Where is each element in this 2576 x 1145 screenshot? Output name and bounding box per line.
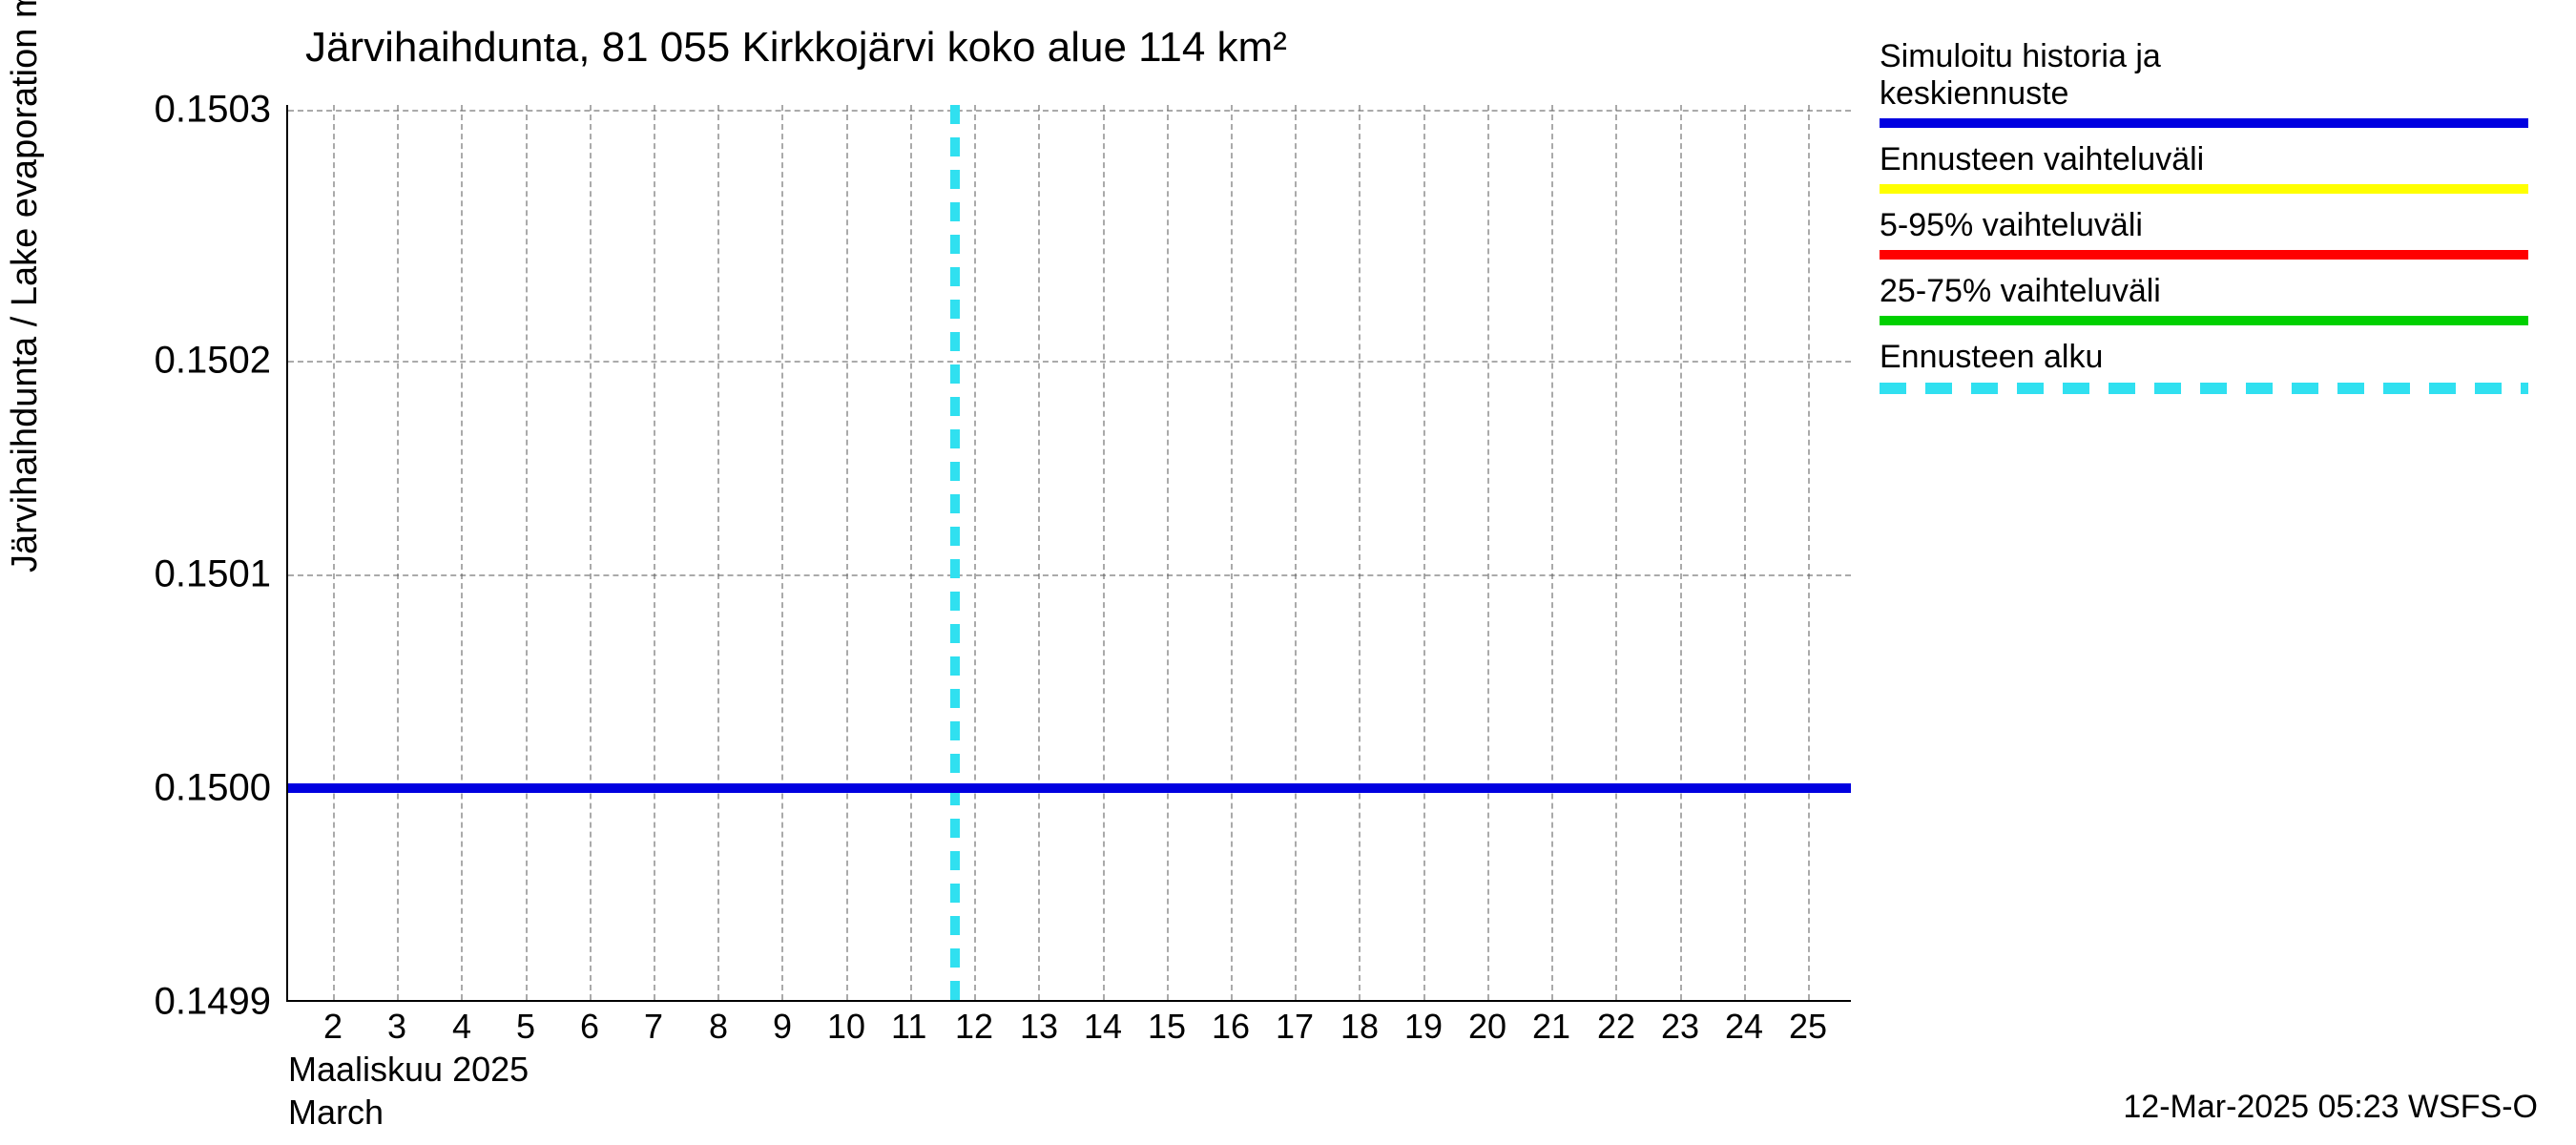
gridline-vertical bbox=[1680, 105, 1682, 1000]
gridline-vertical bbox=[526, 105, 528, 1000]
legend-item-spread-5-95: 5-95% vaihteluväli bbox=[1880, 207, 2528, 260]
series-simulated-mean bbox=[288, 783, 1851, 793]
x-tick-label: 20 bbox=[1468, 1007, 1506, 1047]
gridline-vertical bbox=[397, 105, 399, 1000]
gridline-vertical bbox=[1423, 105, 1425, 1000]
gridline-vertical bbox=[1167, 105, 1169, 1000]
legend-swatch bbox=[1880, 184, 2528, 194]
forecast-start-line bbox=[950, 105, 960, 1000]
gridline-vertical bbox=[717, 105, 719, 1000]
x-tick-label: 18 bbox=[1340, 1007, 1379, 1047]
x-tick-label: 4 bbox=[452, 1007, 471, 1047]
y-tick-label: 0.1501 bbox=[99, 553, 271, 596]
x-tick-label: 16 bbox=[1212, 1007, 1250, 1047]
legend-label: Simuloitu historia ja keskiennuste bbox=[1880, 38, 2528, 113]
footer-timestamp: 12-Mar-2025 05:23 WSFS-O bbox=[2123, 1089, 2538, 1126]
gridline-vertical bbox=[1359, 105, 1361, 1000]
legend-swatch bbox=[1880, 118, 2528, 128]
legend-item-spread-25-75: 25-75% vaihteluväli bbox=[1880, 273, 2528, 325]
legend-label: Ennusteen alku bbox=[1880, 339, 2528, 376]
x-tick-label: 5 bbox=[516, 1007, 535, 1047]
x-tick-label: 21 bbox=[1532, 1007, 1570, 1047]
x-axis-sublabel-month-en: March bbox=[288, 1093, 384, 1133]
x-tick-label: 10 bbox=[827, 1007, 865, 1047]
legend: Simuloitu historia ja keskiennuste Ennus… bbox=[1880, 38, 2528, 407]
x-tick-label: 6 bbox=[580, 1007, 599, 1047]
y-tick-label: 0.1503 bbox=[99, 89, 271, 132]
gridline-vertical bbox=[461, 105, 463, 1000]
legend-label: 25-75% vaihteluväli bbox=[1880, 273, 2528, 310]
x-tick-label: 14 bbox=[1084, 1007, 1122, 1047]
gridline-vertical bbox=[974, 105, 976, 1000]
x-tick-label: 25 bbox=[1789, 1007, 1827, 1047]
x-tick-label: 24 bbox=[1725, 1007, 1763, 1047]
gridline-vertical bbox=[333, 105, 335, 1000]
gridline-vertical bbox=[590, 105, 592, 1000]
y-axis-label: Järvihaihdunta / Lake evaporation mm/d bbox=[5, 0, 46, 572]
x-tick-label: 19 bbox=[1404, 1007, 1443, 1047]
legend-label: 5-95% vaihteluväli bbox=[1880, 207, 2528, 244]
x-tick-label: 11 bbox=[891, 1007, 926, 1047]
y-tick-label: 0.1500 bbox=[99, 767, 271, 810]
chart-title: Järvihaihdunta, 81 055 Kirkkojärvi koko … bbox=[305, 24, 1287, 72]
legend-swatch bbox=[1880, 316, 2528, 325]
gridline-vertical bbox=[781, 105, 783, 1000]
gridline-vertical bbox=[1231, 105, 1233, 1000]
plot-area bbox=[286, 105, 1851, 1002]
gridline-vertical bbox=[846, 105, 848, 1000]
legend-swatch bbox=[1880, 383, 2528, 394]
legend-item-spread-full: Ennusteen vaihteluväli bbox=[1880, 141, 2528, 194]
legend-label: Ennusteen vaihteluväli bbox=[1880, 141, 2528, 178]
gridline-vertical bbox=[1615, 105, 1617, 1000]
x-tick-label: 8 bbox=[709, 1007, 728, 1047]
x-tick-label: 2 bbox=[323, 1007, 343, 1047]
gridline-vertical bbox=[1295, 105, 1297, 1000]
x-tick-label: 22 bbox=[1597, 1007, 1635, 1047]
x-tick-label: 12 bbox=[955, 1007, 993, 1047]
chart-root: Järvihaihdunta, 81 055 Kirkkojärvi koko … bbox=[0, 0, 2576, 1145]
gridline-vertical bbox=[654, 105, 655, 1000]
legend-label-line: keskiennuste bbox=[1880, 75, 2068, 112]
y-tick-label: 0.1499 bbox=[99, 981, 271, 1024]
y-tick-label: 0.1502 bbox=[99, 340, 271, 383]
x-tick-label: 15 bbox=[1148, 1007, 1186, 1047]
gridline-vertical bbox=[1103, 105, 1105, 1000]
gridline-vertical bbox=[1487, 105, 1489, 1000]
gridline-vertical bbox=[1808, 105, 1810, 1000]
x-tick-label: 9 bbox=[773, 1007, 792, 1047]
x-tick-label: 3 bbox=[387, 1007, 406, 1047]
x-axis-sublabel-month-year: Maaliskuu 2025 bbox=[288, 1050, 529, 1090]
legend-label-line: Simuloitu historia ja bbox=[1880, 38, 2161, 74]
gridline-vertical bbox=[1038, 105, 1040, 1000]
legend-item-simulated-mean: Simuloitu historia ja keskiennuste bbox=[1880, 38, 2528, 128]
gridline-vertical bbox=[910, 105, 912, 1000]
x-tick-label: 23 bbox=[1661, 1007, 1699, 1047]
gridline-vertical bbox=[1551, 105, 1553, 1000]
gridline-vertical bbox=[1744, 105, 1746, 1000]
x-tick-label: 13 bbox=[1020, 1007, 1058, 1047]
x-tick-label: 17 bbox=[1276, 1007, 1314, 1047]
x-tick-label: 7 bbox=[644, 1007, 663, 1047]
legend-item-forecast-start: Ennusteen alku bbox=[1880, 339, 2528, 393]
legend-swatch bbox=[1880, 250, 2528, 260]
